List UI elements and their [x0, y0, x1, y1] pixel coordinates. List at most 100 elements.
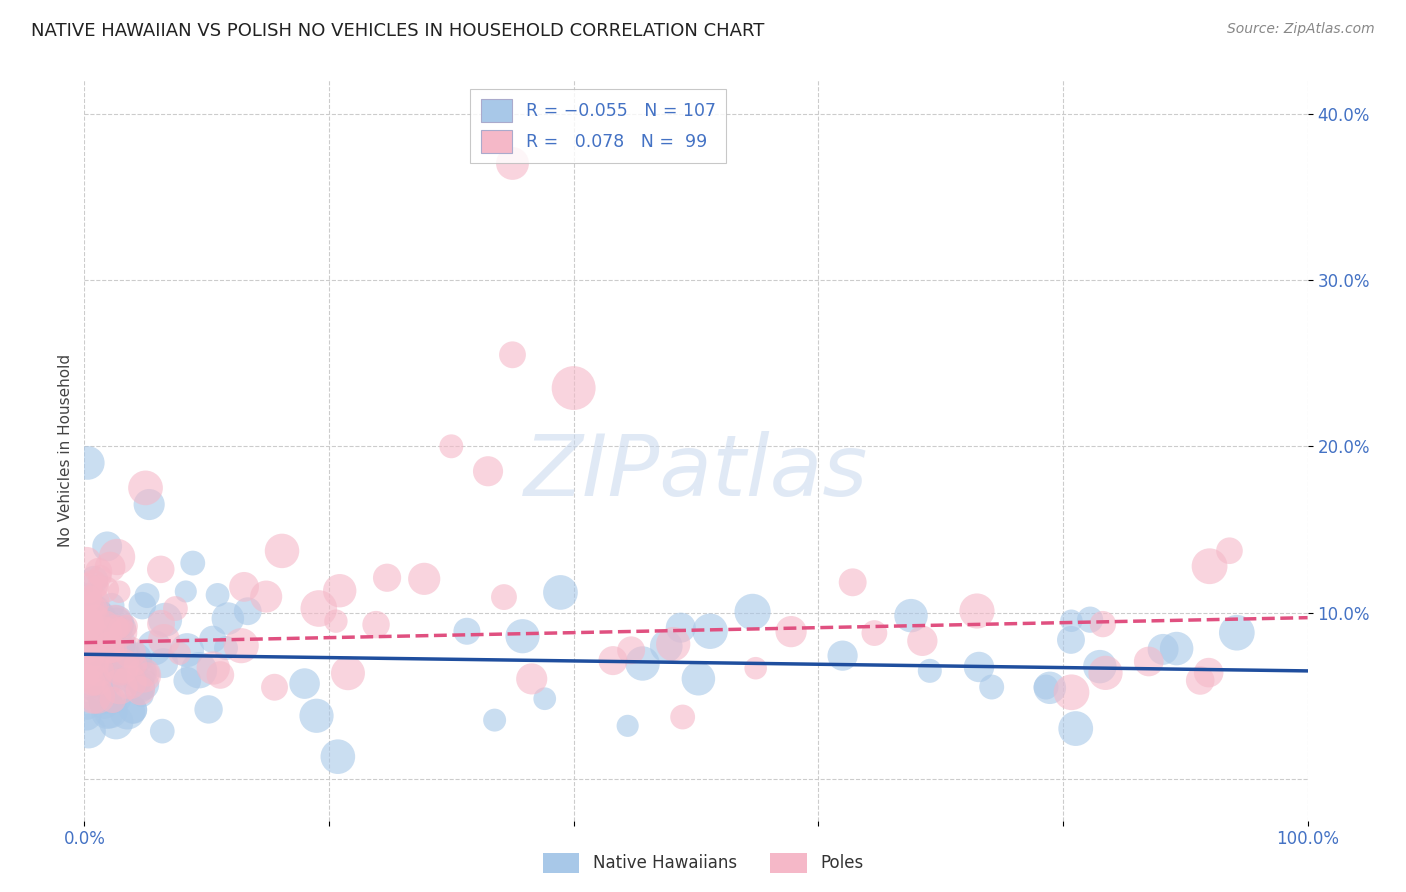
Point — [93, 614, 115, 628]
Point — [209, 668, 232, 682]
Text: Source: ZipAtlas.com: Source: ZipAtlas.com — [1227, 22, 1375, 37]
Point — [1091, 617, 1114, 632]
Point — [132, 668, 155, 682]
Point — [967, 660, 990, 674]
Point — [107, 636, 129, 650]
Point — [87, 565, 110, 579]
Point — [96, 540, 118, 554]
Point — [82, 605, 104, 619]
Point — [82, 689, 104, 703]
Point — [86, 690, 108, 704]
Point — [1152, 642, 1174, 657]
Point — [111, 647, 134, 661]
Point — [233, 580, 256, 594]
Point — [1060, 632, 1083, 647]
Point — [76, 659, 98, 673]
Point — [150, 724, 173, 739]
Point — [82, 595, 104, 609]
Point — [477, 464, 499, 478]
Point — [110, 661, 132, 675]
Point — [87, 666, 110, 681]
Point — [77, 591, 100, 605]
Point — [76, 555, 98, 569]
Point — [105, 549, 128, 564]
Point — [76, 581, 98, 595]
Point — [76, 679, 98, 693]
Point — [440, 439, 463, 453]
Point — [118, 645, 141, 659]
Point — [1064, 722, 1087, 736]
Point — [831, 648, 853, 663]
Point — [87, 650, 110, 665]
Point — [502, 348, 524, 362]
Point — [122, 703, 145, 717]
Point — [780, 624, 803, 639]
Point — [122, 703, 145, 717]
Point — [94, 582, 117, 597]
Point — [97, 640, 120, 655]
Point — [117, 705, 139, 719]
Point — [79, 596, 101, 610]
Point — [76, 591, 98, 606]
Point — [84, 630, 107, 644]
Point — [966, 604, 988, 618]
Point — [112, 621, 135, 635]
Point — [1078, 613, 1101, 627]
Point — [138, 498, 160, 512]
Point — [294, 676, 316, 690]
Point — [76, 622, 98, 636]
Point — [76, 701, 98, 715]
Point — [741, 605, 763, 619]
Point — [520, 672, 543, 686]
Point — [91, 692, 114, 706]
Point — [308, 601, 330, 615]
Point — [1137, 655, 1160, 669]
Point — [128, 665, 150, 680]
Point — [101, 693, 124, 707]
Point — [100, 599, 122, 613]
Point — [181, 556, 204, 570]
Point — [492, 590, 515, 604]
Point — [688, 672, 710, 686]
Point — [672, 710, 695, 724]
Point — [215, 641, 238, 656]
Point — [174, 584, 197, 599]
Point — [101, 642, 124, 657]
Point — [108, 621, 131, 635]
Point — [336, 666, 359, 681]
Point — [197, 702, 219, 716]
Point — [863, 626, 886, 640]
Point — [87, 579, 110, 593]
Point — [98, 560, 121, 574]
Point — [97, 670, 120, 684]
Point — [111, 658, 134, 673]
Point — [103, 642, 125, 657]
Point — [83, 601, 105, 615]
Point — [100, 659, 122, 673]
Point — [82, 676, 104, 690]
Point — [562, 381, 585, 395]
Point — [83, 684, 105, 698]
Point — [104, 615, 127, 630]
Point — [217, 611, 239, 625]
Point — [76, 709, 98, 723]
Point — [94, 632, 117, 647]
Point — [118, 675, 141, 690]
Point — [89, 662, 111, 676]
Point — [131, 689, 153, 703]
Point — [631, 657, 654, 671]
Point — [91, 621, 114, 635]
Point — [76, 642, 98, 657]
Point — [662, 637, 685, 651]
Point — [98, 649, 121, 664]
Point — [456, 624, 478, 639]
Point — [699, 624, 721, 639]
Point — [149, 562, 172, 576]
Point — [84, 628, 107, 642]
Point — [413, 572, 436, 586]
Point — [87, 611, 110, 625]
Point — [364, 617, 387, 632]
Point — [98, 674, 121, 689]
Point — [98, 637, 121, 651]
Point — [202, 661, 225, 675]
